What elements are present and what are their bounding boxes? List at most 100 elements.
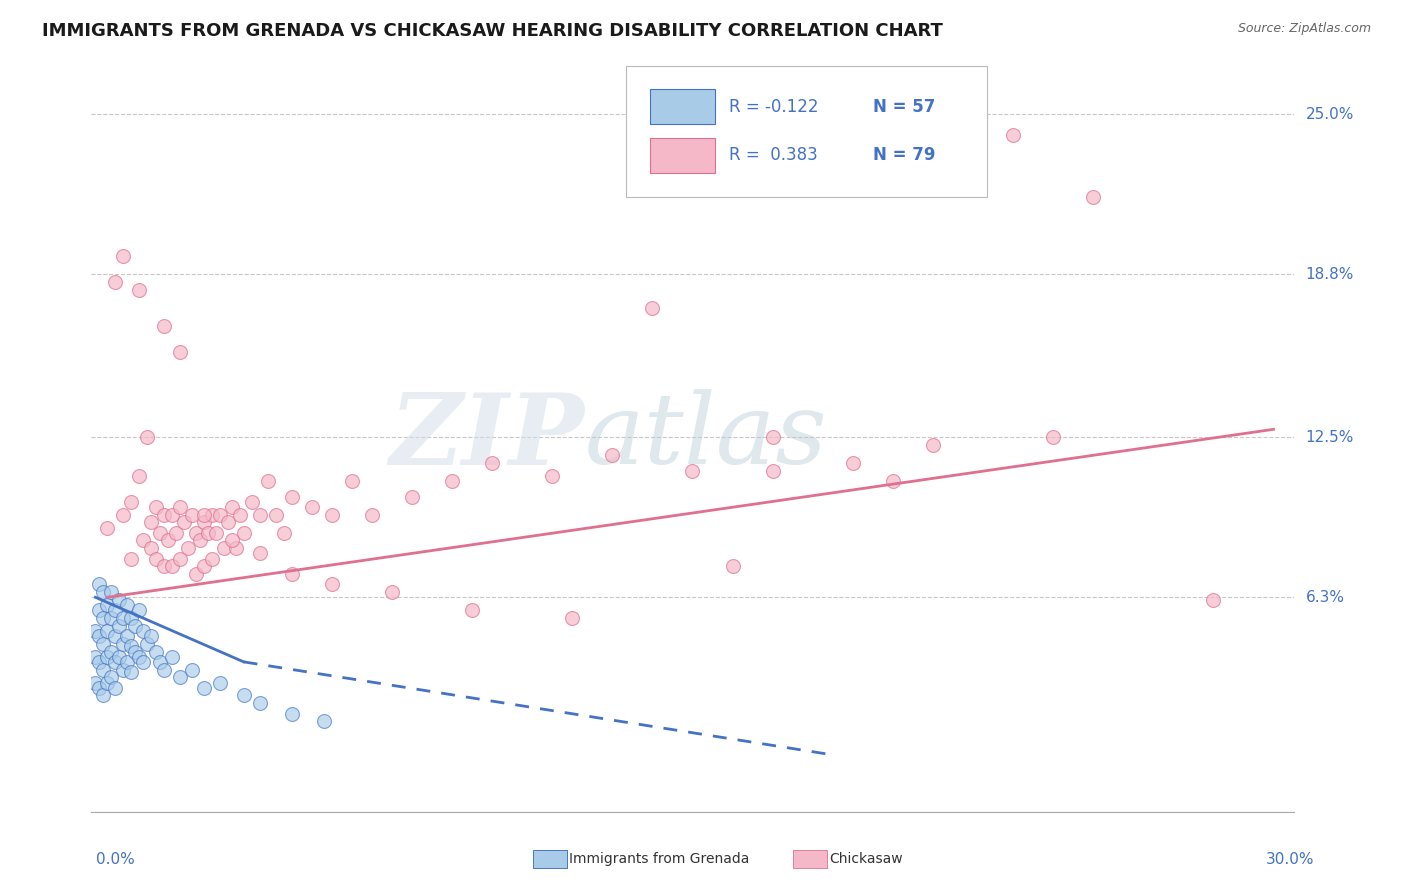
- Point: [132, 655, 155, 669]
- Point: [762, 464, 785, 478]
- Point: [184, 567, 207, 582]
- Point: [128, 603, 150, 617]
- Point: [281, 706, 304, 721]
- Point: [561, 611, 583, 625]
- Point: [208, 508, 231, 522]
- Text: IMMIGRANTS FROM GRENADA VS CHICKASAW HEARING DISABILITY CORRELATION CHART: IMMIGRANTS FROM GRENADA VS CHICKASAW HEA…: [42, 22, 943, 40]
- Point: [249, 696, 271, 710]
- Point: [112, 508, 135, 522]
- Point: [461, 603, 484, 617]
- Text: 18.8%: 18.8%: [1306, 267, 1354, 282]
- Point: [132, 624, 155, 638]
- Point: [1001, 128, 1024, 142]
- Point: [152, 663, 174, 677]
- Point: [112, 663, 135, 677]
- Point: [312, 714, 335, 729]
- Point: [381, 585, 404, 599]
- Text: 6.3%: 6.3%: [1306, 590, 1344, 605]
- Point: [228, 508, 250, 522]
- Point: [273, 525, 295, 540]
- Point: [176, 541, 198, 556]
- Point: [169, 500, 191, 514]
- Point: [1042, 430, 1064, 444]
- FancyBboxPatch shape: [651, 89, 716, 124]
- Point: [188, 533, 211, 548]
- Point: [208, 675, 231, 690]
- Point: [121, 665, 143, 680]
- Point: [180, 508, 202, 522]
- Text: N = 57: N = 57: [873, 97, 935, 116]
- Point: [117, 598, 139, 612]
- Point: [89, 655, 111, 669]
- Point: [193, 681, 215, 695]
- Text: Immigrants from Grenada: Immigrants from Grenada: [569, 852, 749, 866]
- Text: 12.5%: 12.5%: [1306, 430, 1354, 444]
- Point: [141, 516, 163, 530]
- Point: [340, 474, 363, 488]
- Point: [225, 541, 247, 556]
- Text: ZIP: ZIP: [389, 389, 585, 485]
- Point: [117, 629, 139, 643]
- Point: [256, 474, 278, 488]
- Point: [882, 474, 904, 488]
- Point: [104, 629, 127, 643]
- Point: [212, 541, 235, 556]
- Point: [100, 644, 122, 658]
- Point: [100, 611, 122, 625]
- Point: [84, 649, 107, 664]
- Point: [96, 649, 118, 664]
- Point: [148, 655, 170, 669]
- Point: [93, 585, 115, 599]
- Point: [681, 464, 703, 478]
- Point: [217, 516, 239, 530]
- Point: [141, 541, 163, 556]
- Point: [104, 603, 127, 617]
- Point: [96, 675, 118, 690]
- Point: [152, 559, 174, 574]
- Point: [281, 567, 304, 582]
- Point: [117, 655, 139, 669]
- Point: [128, 649, 150, 664]
- Point: [108, 618, 131, 632]
- Point: [96, 598, 118, 612]
- Text: 25.0%: 25.0%: [1306, 107, 1354, 121]
- Point: [148, 525, 170, 540]
- Point: [360, 508, 382, 522]
- Point: [193, 559, 215, 574]
- Point: [1202, 592, 1225, 607]
- Point: [136, 430, 159, 444]
- Point: [169, 551, 191, 566]
- Point: [240, 494, 263, 508]
- Point: [541, 468, 564, 483]
- Point: [264, 508, 287, 522]
- Point: [96, 624, 118, 638]
- Point: [124, 644, 146, 658]
- Point: [201, 551, 224, 566]
- Point: [104, 275, 127, 289]
- Point: [321, 508, 343, 522]
- Point: [184, 525, 207, 540]
- Point: [841, 456, 863, 470]
- Point: [249, 508, 271, 522]
- Point: [112, 249, 135, 263]
- Point: [281, 490, 304, 504]
- Point: [84, 624, 107, 638]
- Point: [152, 318, 174, 333]
- Point: [93, 611, 115, 625]
- Point: [165, 525, 187, 540]
- Point: [141, 629, 163, 643]
- Point: [104, 681, 127, 695]
- Point: [112, 637, 135, 651]
- Point: [160, 649, 183, 664]
- Point: [249, 546, 271, 560]
- FancyBboxPatch shape: [626, 66, 987, 197]
- Point: [84, 675, 107, 690]
- Point: [221, 500, 243, 514]
- Point: [301, 500, 323, 514]
- Point: [108, 592, 131, 607]
- Point: [481, 456, 503, 470]
- Text: 0.0%: 0.0%: [96, 852, 135, 867]
- Point: [321, 577, 343, 591]
- Point: [440, 474, 463, 488]
- Point: [89, 629, 111, 643]
